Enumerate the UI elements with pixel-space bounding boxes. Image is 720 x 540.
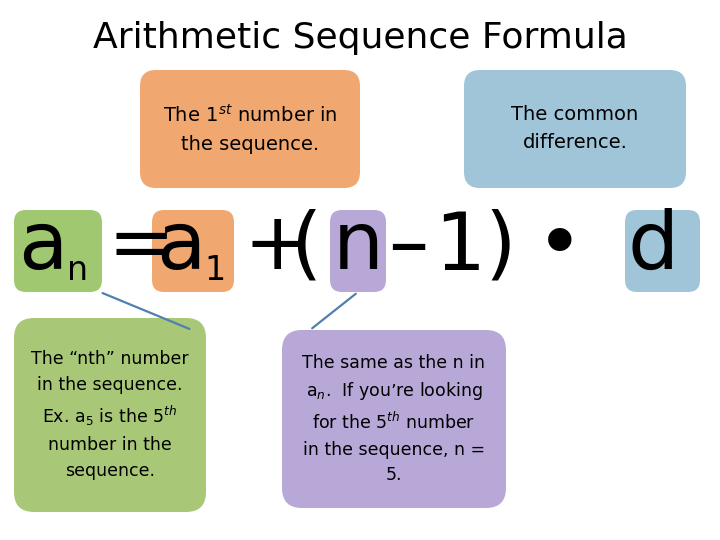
FancyBboxPatch shape	[330, 210, 386, 292]
FancyBboxPatch shape	[152, 210, 234, 292]
FancyBboxPatch shape	[464, 70, 686, 188]
FancyBboxPatch shape	[14, 318, 206, 512]
Text: •: •	[536, 208, 584, 286]
Text: n: n	[333, 208, 384, 286]
Text: The 1$^{st}$ number in
the sequence.: The 1$^{st}$ number in the sequence.	[163, 104, 337, 154]
FancyBboxPatch shape	[14, 210, 102, 292]
FancyBboxPatch shape	[625, 210, 700, 292]
Text: Arithmetic Sequence Formula: Arithmetic Sequence Formula	[93, 21, 627, 55]
Text: The “nth” number
in the sequence.
Ex. a$_{5}$ is the 5$^{th}$
number in the
sequ: The “nth” number in the sequence. Ex. a$…	[31, 350, 189, 480]
Text: The same as the n in
a$_{n}$.  If you’re looking
for the 5$^{th}$ number
in the : The same as the n in a$_{n}$. If you’re …	[302, 354, 485, 484]
Text: 1): 1)	[434, 208, 516, 286]
Text: +: +	[244, 208, 311, 286]
Text: The common
difference.: The common difference.	[511, 105, 639, 152]
Text: a: a	[18, 208, 68, 286]
Text: =: =	[108, 208, 176, 286]
Text: 1: 1	[204, 254, 225, 287]
Text: d: d	[628, 208, 679, 286]
Text: –: –	[388, 208, 428, 286]
Text: n: n	[67, 254, 88, 287]
FancyBboxPatch shape	[282, 330, 506, 508]
FancyBboxPatch shape	[140, 70, 360, 188]
Text: a: a	[156, 208, 205, 286]
Text: (: (	[290, 208, 321, 286]
